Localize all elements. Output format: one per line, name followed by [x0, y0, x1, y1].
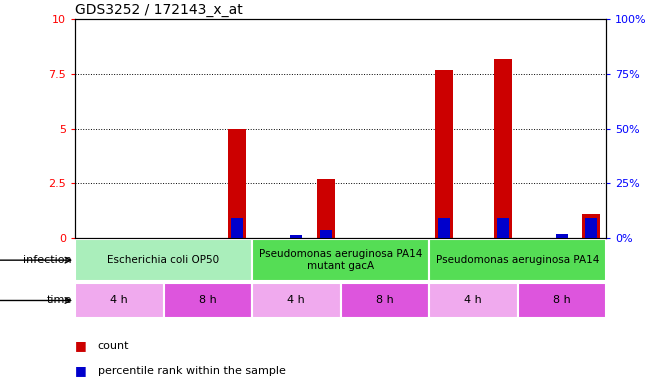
Text: 4 h: 4 h	[464, 295, 482, 306]
Bar	[252, 283, 340, 318]
Text: Pseudomonas aeruginosa PA14
mutant gacA: Pseudomonas aeruginosa PA14 mutant gacA	[259, 249, 422, 271]
Text: 8 h: 8 h	[199, 295, 217, 306]
Bar	[518, 283, 606, 318]
Bar	[75, 283, 163, 318]
Text: percentile rank within the sample: percentile rank within the sample	[98, 366, 286, 376]
Text: 4 h: 4 h	[287, 295, 305, 306]
Text: 8 h: 8 h	[376, 295, 394, 306]
Bar	[585, 218, 597, 238]
Bar	[163, 283, 252, 318]
Bar	[229, 129, 246, 238]
Bar	[290, 235, 302, 238]
Bar	[497, 218, 508, 238]
Text: 4 h: 4 h	[111, 295, 128, 306]
Bar	[583, 214, 600, 238]
Bar	[556, 234, 568, 238]
Bar	[429, 239, 606, 281]
Bar	[435, 70, 452, 238]
Bar	[231, 218, 243, 238]
Bar	[320, 230, 331, 238]
Bar	[252, 239, 429, 281]
Bar	[75, 239, 252, 281]
Text: time: time	[46, 295, 72, 306]
Text: ■: ■	[75, 364, 87, 377]
Text: ■: ■	[75, 339, 87, 352]
Text: infection: infection	[23, 255, 72, 265]
Bar	[340, 283, 429, 318]
Bar	[494, 59, 512, 238]
Bar	[317, 179, 335, 238]
Text: 8 h: 8 h	[553, 295, 571, 306]
Text: Escherichia coli OP50: Escherichia coli OP50	[107, 255, 219, 265]
Bar	[438, 218, 450, 238]
Text: GDS3252 / 172143_x_at: GDS3252 / 172143_x_at	[75, 3, 243, 17]
Bar	[429, 283, 518, 318]
Text: Pseudomonas aeruginosa PA14: Pseudomonas aeruginosa PA14	[436, 255, 599, 265]
Text: count: count	[98, 341, 130, 351]
